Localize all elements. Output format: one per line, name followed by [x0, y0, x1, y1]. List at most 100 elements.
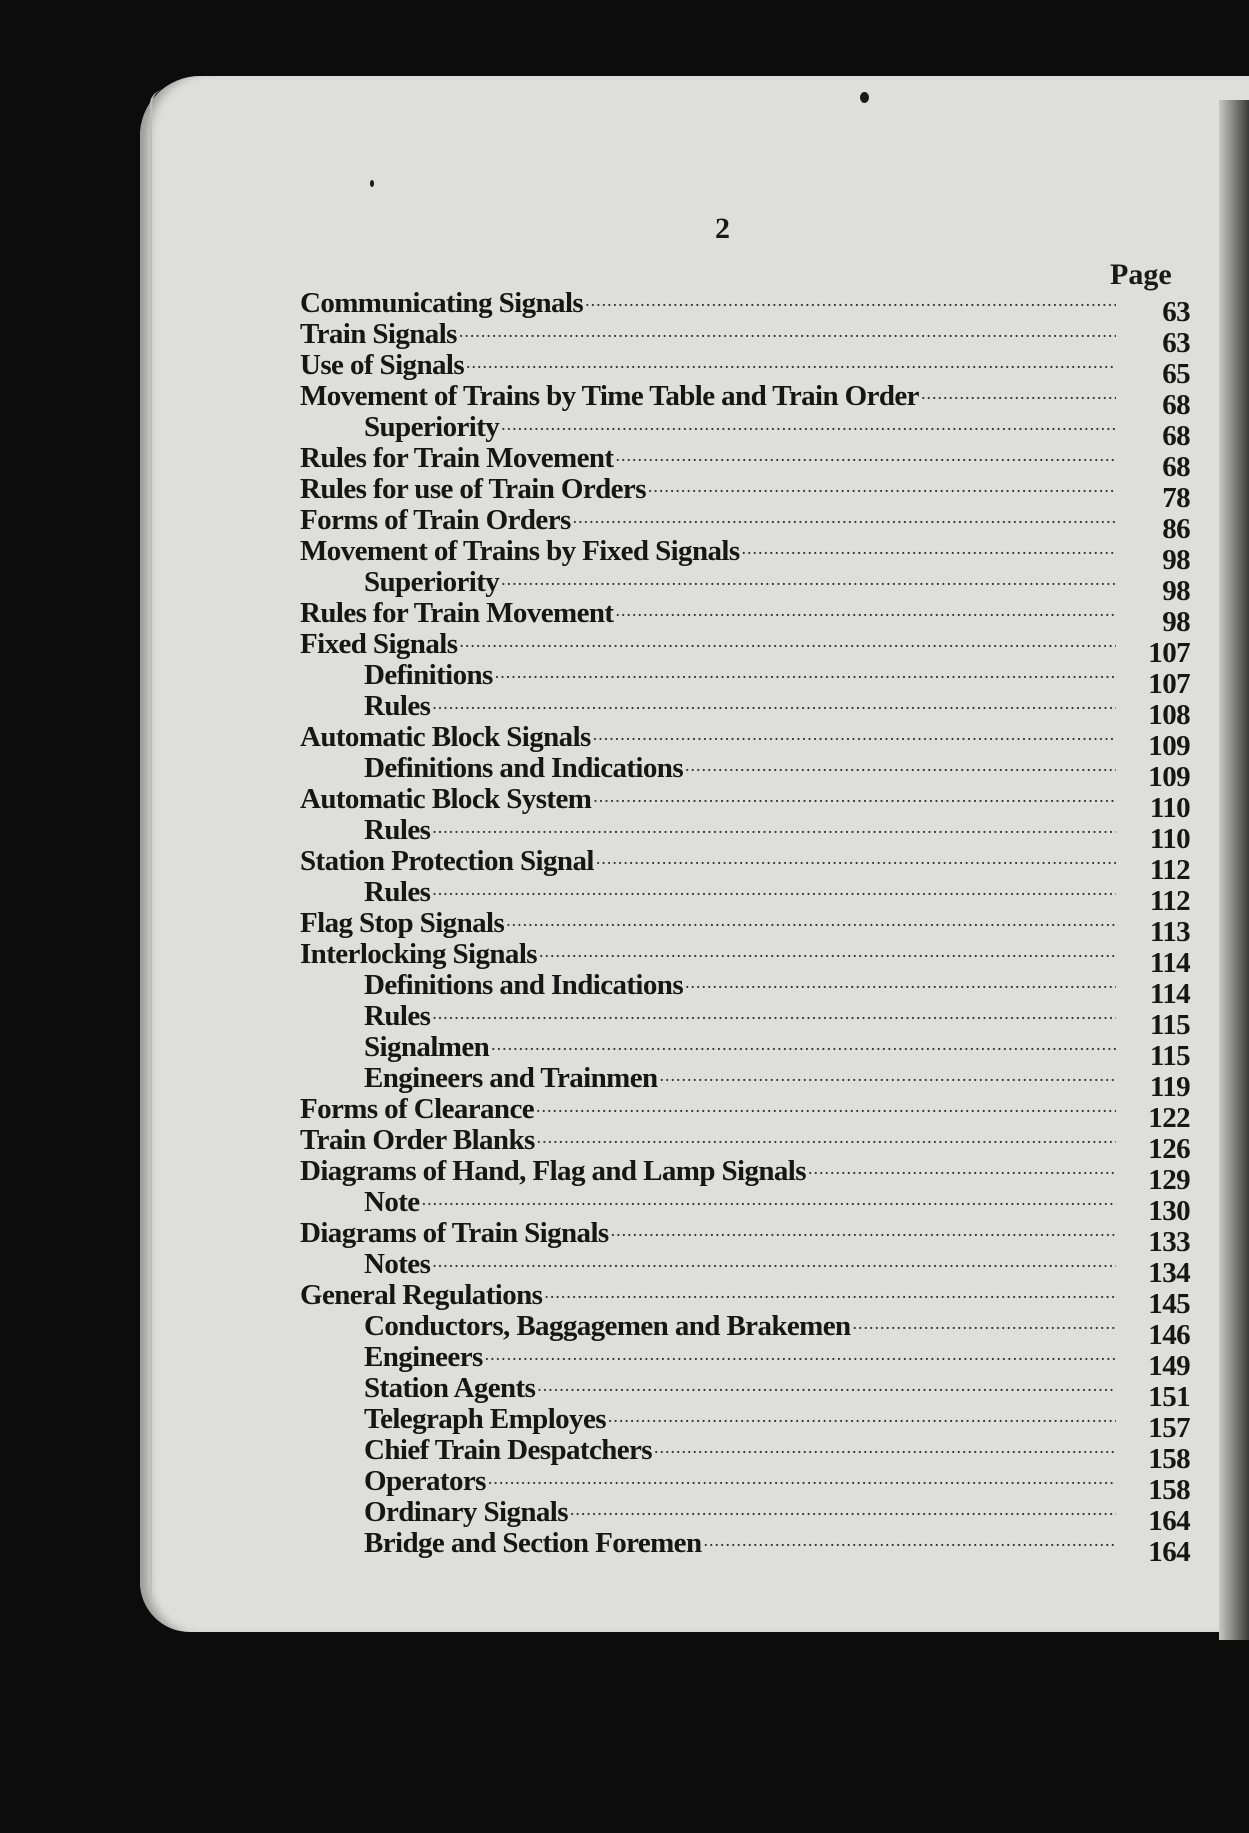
toc-entry: Superiority 98: [300, 567, 1191, 607]
toc-entry: Automatic Block System 110: [300, 781, 1191, 824]
toc-entry: Engineers 149: [300, 1339, 1191, 1382]
leader-dots: [495, 657, 1116, 688]
leader-dots: [536, 1091, 1116, 1122]
toc-entry-page: 133: [1148, 1226, 1190, 1258]
toc-entry-page: 115: [1149, 1040, 1191, 1072]
leader-dots: [654, 1432, 1116, 1463]
toc-entry-page: 86: [1162, 513, 1190, 545]
toc-entry-page: 149: [1148, 1350, 1190, 1382]
toc-entry-title: Communicating Signals: [300, 287, 584, 319]
leader-dots: [703, 1525, 1116, 1556]
toc-entry-title: Station Agents: [364, 1372, 536, 1404]
toc-entry: Rules for use of Train Orders 78: [300, 471, 1191, 514]
toc-entry: Rules 115: [300, 998, 1191, 1041]
toc-entry-page: 130: [1148, 1195, 1190, 1227]
page-column-header: Page: [1110, 258, 1172, 291]
leader-dots: [432, 874, 1116, 905]
toc-entry: Use of Signals 65: [300, 347, 1191, 390]
toc-entry-page: 78: [1162, 482, 1190, 514]
toc-entry-title: Operators: [364, 1465, 486, 1497]
leader-dots: [570, 1494, 1116, 1525]
leader-dots: [921, 378, 1116, 409]
toc-entry: Rules for Train Movement 68: [300, 442, 1191, 483]
toc-entry-title: Movement of Trains by Time Table and Tra…: [300, 380, 920, 412]
toc-entry-page: 134: [1148, 1257, 1190, 1289]
toc-entry-page: 68: [1162, 420, 1190, 452]
toc-entry: Interlocking Signals 114: [300, 939, 1191, 979]
toc-entry-title: Rules: [364, 1000, 431, 1032]
leader-dots: [501, 409, 1116, 440]
leader-dots: [466, 347, 1116, 378]
toc-entry-title: General Regulations: [300, 1279, 543, 1311]
toc-entry-title: Rules for Train Movement: [300, 442, 614, 474]
toc-entry: Station Protection Signal 112: [300, 845, 1191, 886]
toc-entry-page: 63: [1162, 296, 1190, 328]
toc-entry: Rules 108: [300, 690, 1191, 731]
toc-entry: Signalmen 115: [300, 1029, 1191, 1072]
toc-entry-page: 108: [1148, 699, 1190, 731]
toc-entry: Bridge and Section Foremen 164: [300, 1525, 1191, 1568]
toc-entry-title: Forms of Clearance: [300, 1093, 535, 1125]
toc-entry-title: Chief Train Despatchers: [364, 1434, 653, 1466]
toc-entry-page: 115: [1149, 1009, 1191, 1041]
leader-dots: [685, 967, 1116, 998]
toc-entry-title: Notes: [364, 1248, 431, 1280]
leader-dots: [485, 1339, 1116, 1370]
book-binding-shadow: [1219, 100, 1249, 1640]
toc-entry: Definitions 107: [300, 657, 1191, 700]
leader-dots: [585, 285, 1116, 316]
toc-entry-title: Definitions and Indications: [364, 969, 684, 1001]
toc-entry: Ordinary Signals 164: [300, 1494, 1191, 1537]
toc-entry-title: Rules: [364, 814, 431, 846]
leader-dots: [432, 1246, 1116, 1277]
toc-entry-title: Use of Signals: [300, 349, 465, 381]
toc-entry: Station Agents 151: [300, 1372, 1191, 1413]
toc-entry-title: Telegraph Employes: [364, 1403, 607, 1435]
toc-entry-page: 129: [1148, 1164, 1190, 1196]
leader-dots: [660, 1060, 1117, 1091]
leader-dots: [593, 781, 1116, 812]
leader-dots: [491, 1029, 1116, 1060]
toc-entry-title: Rules for Train Movement: [300, 597, 614, 629]
toc-entry-title: Automatic Block Signals: [300, 721, 591, 753]
toc-entry-title: Engineers: [364, 1341, 483, 1373]
leader-dots: [422, 1184, 1116, 1215]
toc-entry-title: Automatic Block System: [300, 783, 592, 815]
toc-entry-title: Station Protection Signal: [300, 845, 594, 877]
leader-dots: [573, 502, 1116, 533]
toc-entry-page: 164: [1148, 1536, 1190, 1568]
toc-entry-title: Definitions and Indications: [364, 752, 684, 784]
toc-entry-title: Train Order Blanks: [300, 1124, 535, 1156]
toc-entry: Chief Train Despatchers 158: [300, 1432, 1191, 1475]
toc-entry: Communicating Signals 63: [300, 285, 1191, 328]
leader-dots: [432, 998, 1116, 1029]
toc-entry: Definitions and Indications 109: [300, 750, 1191, 793]
leader-dots: [648, 471, 1116, 502]
toc-entry: Rules 110: [300, 814, 1191, 855]
toc-entry-title: Definitions: [364, 659, 493, 691]
toc-entry-page: 114: [1149, 978, 1191, 1010]
toc-entry: Forms of Train Orders 86: [300, 502, 1191, 545]
toc-entry: General Regulations 145: [300, 1279, 1191, 1320]
leader-dots: [615, 595, 1116, 626]
page-edge: [150, 90, 164, 1610]
leader-dots: [459, 316, 1116, 347]
toc-entry-page: 113: [1149, 916, 1191, 948]
toc-entry-page: 98: [1162, 544, 1190, 576]
toc-entry: Diagrams of Train Signals 133: [300, 1218, 1191, 1258]
toc-entry-page: 126: [1148, 1133, 1190, 1165]
toc-entry-title: Engineers and Trainmen: [364, 1062, 658, 1094]
toc-entry: Notes 134: [300, 1246, 1191, 1289]
toc-entry-title: Train Signals: [300, 318, 457, 350]
toc-entry-page: 119: [1149, 1071, 1191, 1103]
toc-entry-page: 158: [1148, 1443, 1190, 1475]
toc-entry-page: 158: [1148, 1474, 1190, 1506]
toc-entry-title: Rules: [364, 690, 431, 722]
leader-dots: [685, 750, 1116, 781]
toc-entry: Diagrams of Hand, Flag and Lamp Signals 1…: [300, 1156, 1191, 1196]
toc-entry-page: 164: [1148, 1505, 1190, 1537]
toc-entry: Movement of Trains by Fixed Signals 98: [300, 536, 1191, 576]
toc-entry: Automatic Block Signals 109: [300, 721, 1191, 762]
toc-entry-title: Note: [364, 1186, 420, 1218]
toc-entry: Forms of Clearance 122: [300, 1091, 1191, 1134]
